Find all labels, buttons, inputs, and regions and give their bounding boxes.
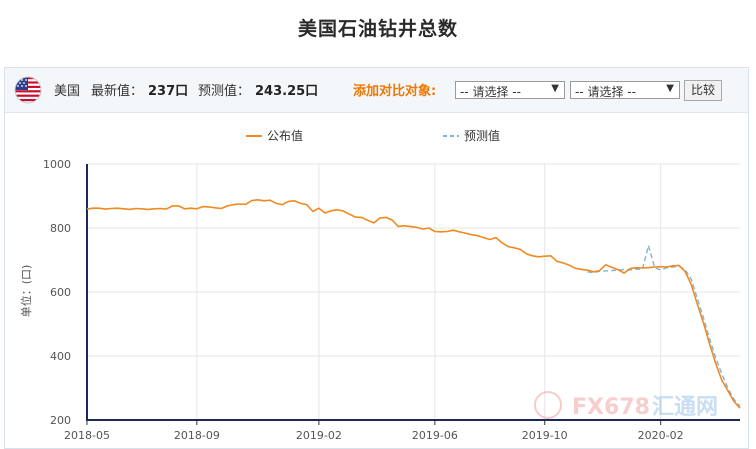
compare-button[interactable]: 比较 [684, 80, 722, 101]
axes: 200 400 600 800 1000 2018-05 2018-09 2019-02 201… [43, 158, 740, 442]
y-axis-label: 单位：(口) [19, 265, 33, 318]
watermark: FX678 汇通网 [534, 391, 718, 420]
watermark-logo-icon [534, 391, 562, 419]
actual-series-line[interactable] [86, 199, 741, 409]
forecast-value: 243.25口 [255, 84, 319, 99]
x-tick-label: 2018-09 [174, 429, 220, 442]
forecast-label: 预测值： [198, 84, 251, 99]
forecast-series-line[interactable] [587, 244, 741, 407]
grid [87, 163, 740, 420]
toolbar: 美国 最新值： 237口 预测值： 243.25口 添加对比对象: -- 请选择… [5, 68, 748, 113]
compare-label: 添加对比对象: [353, 84, 437, 99]
y-tick-label: 200 [50, 414, 71, 427]
x-tick-label: 2020-02 [638, 429, 684, 442]
watermark-cn: 汇通网 [652, 395, 718, 420]
compare-select-2-value: -- 请选择 -- [575, 85, 636, 99]
us-flag-icon [14, 76, 42, 104]
series-layer [86, 199, 741, 409]
legend: 公布值 预测值 [246, 128, 500, 143]
legend-forecast-label[interactable]: 预测值 [464, 128, 500, 143]
y-tick-label: 600 [50, 286, 71, 299]
y-tick-label: 1000 [43, 158, 71, 171]
compare-select-1[interactable]: -- 请选择 -- ▼ [455, 81, 565, 99]
y-tick-label: 800 [50, 222, 71, 235]
legend-actual-label[interactable]: 公布值 [267, 128, 303, 143]
x-tick-label: 2019-06 [412, 429, 458, 442]
latest-label: 最新值： [91, 84, 144, 99]
chart-panel: 美国 最新值： 237口 预测值： 243.25口 添加对比对象: -- 请选择… [4, 67, 749, 449]
compare-select-2[interactable]: -- 请选择 -- ▼ [570, 81, 680, 99]
x-tick-label: 2019-02 [296, 429, 342, 442]
x-tick-label: 2019-10 [522, 429, 568, 442]
latest-value: 237口 [148, 84, 189, 99]
dropdown-arrow-icon: ▼ [666, 83, 674, 94]
dropdown-arrow-icon: ▼ [551, 83, 559, 94]
y-tick-label: 400 [50, 350, 71, 363]
page-title: 美国石油钻井总数 [297, 18, 458, 40]
watermark-fx: FX678 [572, 395, 650, 420]
x-tick-label: 2018-05 [64, 429, 110, 442]
compare-select-1-value: -- 请选择 -- [460, 85, 521, 99]
country-label: 美国 [54, 84, 81, 99]
